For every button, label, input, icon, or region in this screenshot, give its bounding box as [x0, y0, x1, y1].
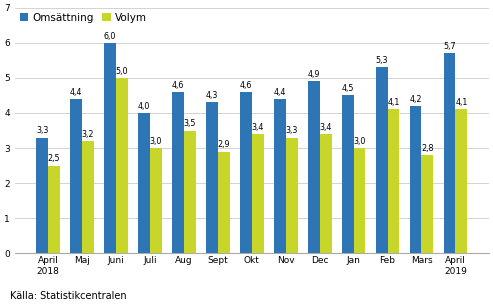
- Bar: [240, 92, 252, 253]
- Bar: [70, 99, 82, 253]
- Text: Källa: Statistikcentralen: Källa: Statistikcentralen: [10, 291, 127, 301]
- Text: 4,1: 4,1: [387, 98, 400, 107]
- Bar: [422, 155, 433, 253]
- Text: 4,6: 4,6: [240, 81, 252, 90]
- Text: 4,1: 4,1: [455, 98, 467, 107]
- Legend: Omsättning, Volym: Omsättning, Volym: [20, 13, 147, 23]
- Bar: [286, 137, 298, 253]
- Text: 2,5: 2,5: [48, 154, 61, 164]
- Text: 4,0: 4,0: [138, 102, 150, 111]
- Bar: [116, 78, 128, 253]
- Bar: [138, 113, 150, 253]
- Bar: [387, 109, 399, 253]
- Text: 3,2: 3,2: [82, 130, 94, 139]
- Text: 4,4: 4,4: [274, 88, 286, 97]
- Bar: [410, 106, 422, 253]
- Bar: [319, 134, 332, 253]
- Bar: [353, 148, 365, 253]
- Bar: [218, 152, 230, 253]
- Text: 4,9: 4,9: [308, 70, 320, 79]
- Text: 3,3: 3,3: [285, 126, 298, 135]
- Bar: [376, 67, 387, 253]
- Text: 4,5: 4,5: [342, 84, 354, 93]
- Bar: [308, 81, 319, 253]
- Bar: [456, 109, 467, 253]
- Bar: [36, 137, 48, 253]
- Bar: [206, 102, 218, 253]
- Text: 5,0: 5,0: [116, 67, 128, 76]
- Bar: [104, 43, 116, 253]
- Bar: [172, 92, 184, 253]
- Bar: [342, 95, 353, 253]
- Text: 4,3: 4,3: [206, 91, 218, 100]
- Text: 5,3: 5,3: [375, 56, 388, 65]
- Bar: [184, 130, 196, 253]
- Bar: [48, 166, 60, 253]
- Text: 4,4: 4,4: [70, 88, 82, 97]
- Text: 2,8: 2,8: [421, 144, 434, 153]
- Text: 2,9: 2,9: [217, 140, 230, 150]
- Bar: [444, 53, 456, 253]
- Bar: [82, 141, 94, 253]
- Text: 3,0: 3,0: [353, 137, 366, 146]
- Bar: [274, 99, 286, 253]
- Text: 3,3: 3,3: [36, 126, 48, 135]
- Bar: [150, 148, 162, 253]
- Text: 4,6: 4,6: [172, 81, 184, 90]
- Text: 3,0: 3,0: [150, 137, 162, 146]
- Text: 3,5: 3,5: [183, 119, 196, 128]
- Text: 3,4: 3,4: [319, 123, 332, 132]
- Text: 3,4: 3,4: [251, 123, 264, 132]
- Text: 6,0: 6,0: [104, 32, 116, 41]
- Text: 4,2: 4,2: [409, 95, 422, 104]
- Text: 5,7: 5,7: [443, 42, 456, 51]
- Bar: [252, 134, 264, 253]
